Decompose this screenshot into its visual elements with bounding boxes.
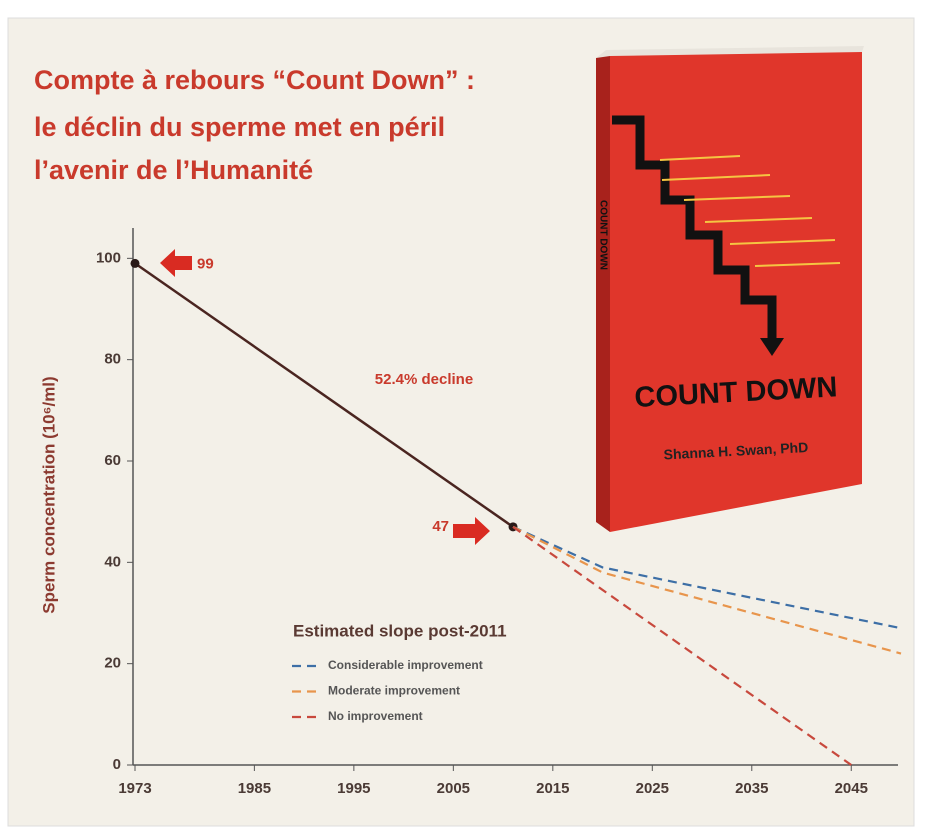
book-spine-title: COUNT DOWN — [597, 200, 608, 270]
legend-label: Considerable improvement — [328, 658, 483, 672]
y-tick-label: 40 — [104, 553, 121, 570]
y-axis-label: Sperm concentration (10⁶/ml) — [39, 376, 58, 613]
y-tick-label: 80 — [104, 351, 121, 368]
x-tick-label: 2045 — [835, 780, 868, 797]
x-tick-label: 1995 — [337, 780, 370, 797]
legend-label: No improvement — [328, 709, 423, 723]
projection-line — [512, 525, 902, 630]
x-tick-label: 2005 — [437, 780, 470, 797]
callout-arrow — [453, 517, 490, 545]
x-tick-label: 2025 — [636, 780, 669, 797]
x-tick-label: 1985 — [238, 780, 271, 797]
title-line: l’avenir de l’Humanité — [34, 155, 313, 185]
annotation: 52.4% decline — [375, 371, 473, 388]
y-tick-label: 0 — [113, 756, 121, 773]
data-point — [130, 258, 140, 268]
title-line: Compte à rebours “Count Down” : — [34, 65, 475, 95]
y-tick-label: 60 — [104, 452, 121, 469]
y-tick-label: 100 — [96, 249, 121, 266]
legend-title: Estimated slope post-2011 — [293, 621, 507, 640]
title-line: le déclin du sperme met en péril — [34, 112, 445, 142]
callout-arrow — [160, 249, 192, 277]
x-tick-label: 2015 — [536, 780, 569, 797]
data-line — [134, 262, 514, 528]
data-label: 99 — [197, 255, 214, 272]
title: Compte à rebours “Count Down” : le décli… — [34, 65, 475, 185]
book-blurb — [659, 155, 841, 267]
book: COUNT DOWN Shanna H. Swan, PhD COUNT DOW… — [596, 46, 864, 532]
book-spine — [596, 56, 610, 532]
y-tick-label: 20 — [104, 655, 121, 672]
x-tick-label: 2035 — [735, 780, 768, 797]
data-label: 47 — [432, 518, 449, 535]
book-arrow — [612, 115, 777, 340]
projection-line — [512, 525, 852, 766]
book-arrow-head — [760, 338, 784, 356]
projection-line — [512, 525, 902, 655]
book-cover — [610, 52, 862, 532]
book-author: Shanna H. Swan, PhD — [663, 439, 808, 463]
legend-label: Moderate improvement — [328, 684, 460, 698]
book-top — [596, 46, 864, 58]
x-tick-label: 1973 — [118, 780, 151, 797]
